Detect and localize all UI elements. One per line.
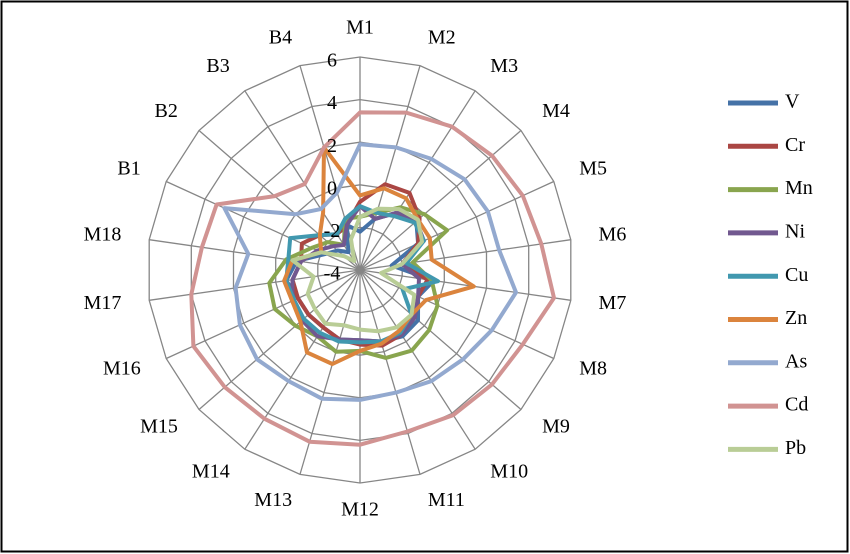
- series-line: [189, 110, 556, 447]
- spoke: [359, 269, 522, 410]
- legend-label: As: [785, 350, 807, 372]
- series-line: [290, 182, 430, 348]
- radial-tick-label: 4: [327, 92, 337, 114]
- category-label: M3: [490, 55, 518, 77]
- radial-tick-label: 6: [327, 50, 337, 72]
- category-label: M6: [599, 223, 627, 245]
- spoke: [359, 130, 522, 271]
- category-label: M8: [579, 358, 607, 380]
- spoke: [244, 90, 361, 271]
- category-label: M16: [103, 358, 141, 380]
- spoke: [149, 269, 361, 301]
- spoke: [359, 269, 571, 301]
- legend-label: Zn: [785, 307, 807, 329]
- category-label: M4: [542, 100, 570, 122]
- spoke: [299, 65, 361, 271]
- category-label: M15: [140, 415, 178, 437]
- radial-tick-label: 2: [327, 135, 337, 157]
- category-label: M9: [542, 415, 570, 437]
- category-label: M18: [84, 223, 122, 245]
- legend-label: Cr: [785, 134, 805, 156]
- spoke: [359, 90, 476, 271]
- radial-tick-label: -4: [324, 263, 341, 285]
- legend-label: Cu: [785, 264, 808, 286]
- category-label: M5: [579, 157, 607, 179]
- category-label: M2: [428, 26, 456, 48]
- radial-tick-label: 0: [327, 177, 337, 199]
- series-line: [290, 206, 424, 334]
- category-label: B3: [206, 55, 229, 77]
- legend-label: Pb: [785, 437, 806, 459]
- category-label: M1: [346, 17, 374, 39]
- category-label: M7: [599, 292, 627, 314]
- legend-label: Mn: [785, 177, 813, 199]
- legend-label: V: [785, 91, 800, 113]
- category-label: B4: [269, 26, 292, 48]
- category-label: B2: [155, 100, 178, 122]
- radial-tick-label: -2: [324, 220, 341, 242]
- category-label: M10: [490, 460, 528, 482]
- spoke: [359, 65, 421, 271]
- spoke: [149, 239, 361, 271]
- category-label: M14: [192, 460, 230, 482]
- series-line: [222, 142, 518, 402]
- spoke: [165, 269, 361, 360]
- category-label: M11: [428, 489, 465, 511]
- category-label: M17: [84, 292, 122, 314]
- legend-label: Ni: [785, 220, 805, 242]
- spoke: [359, 269, 421, 475]
- series-line: [282, 145, 476, 366]
- category-label: M13: [254, 489, 292, 511]
- category-label: M12: [341, 499, 379, 521]
- spoke: [359, 269, 476, 450]
- category-label: B1: [117, 157, 140, 179]
- legend-label: Cd: [785, 394, 808, 416]
